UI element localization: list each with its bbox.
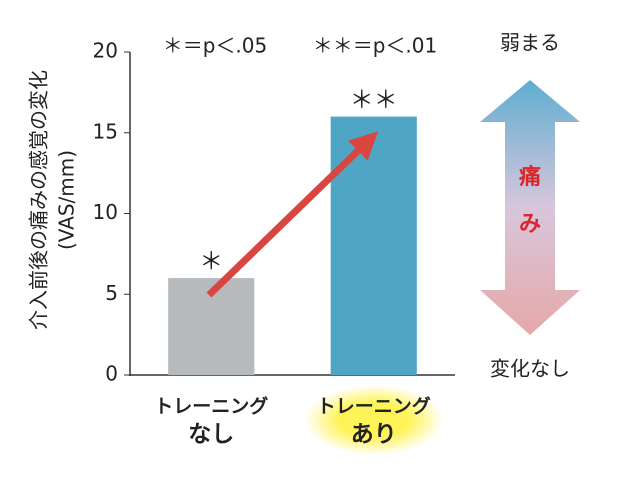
note: ＊＝p＜.05 (163, 34, 268, 58)
note: ＊＊＝p＜.01 (313, 34, 438, 58)
bar (330, 116, 417, 375)
y-tick-label: 15 (93, 119, 118, 143)
x-tick-label: あり (351, 422, 397, 448)
y-tick-label: 0 (105, 362, 118, 386)
arrow-middle-label: み (519, 212, 541, 237)
x-tick-label: トレーニング (317, 395, 431, 418)
bar-label: ＊＊ (350, 86, 398, 114)
arrow-bottom-label: 変化なし (490, 357, 570, 381)
y-axis-label: (VAS/mm) (55, 150, 79, 250)
y-tick-label: 10 (93, 200, 118, 224)
y-axis-label: 介入前後の痛みの感覚の変化 (27, 70, 51, 330)
y-tick-label: 20 (93, 39, 118, 63)
arrow-top-label: 弱まる (500, 31, 560, 55)
bar-label: ＊ (199, 247, 223, 275)
x-tick-label: なし (188, 422, 234, 448)
trend-arrow (206, 131, 379, 298)
side-arrow (480, 80, 580, 335)
highlight (304, 385, 444, 455)
arrow-middle-label: 痛 (519, 164, 541, 190)
y-tick-label: 5 (105, 281, 118, 305)
x-tick-label: トレーニング (154, 395, 268, 418)
